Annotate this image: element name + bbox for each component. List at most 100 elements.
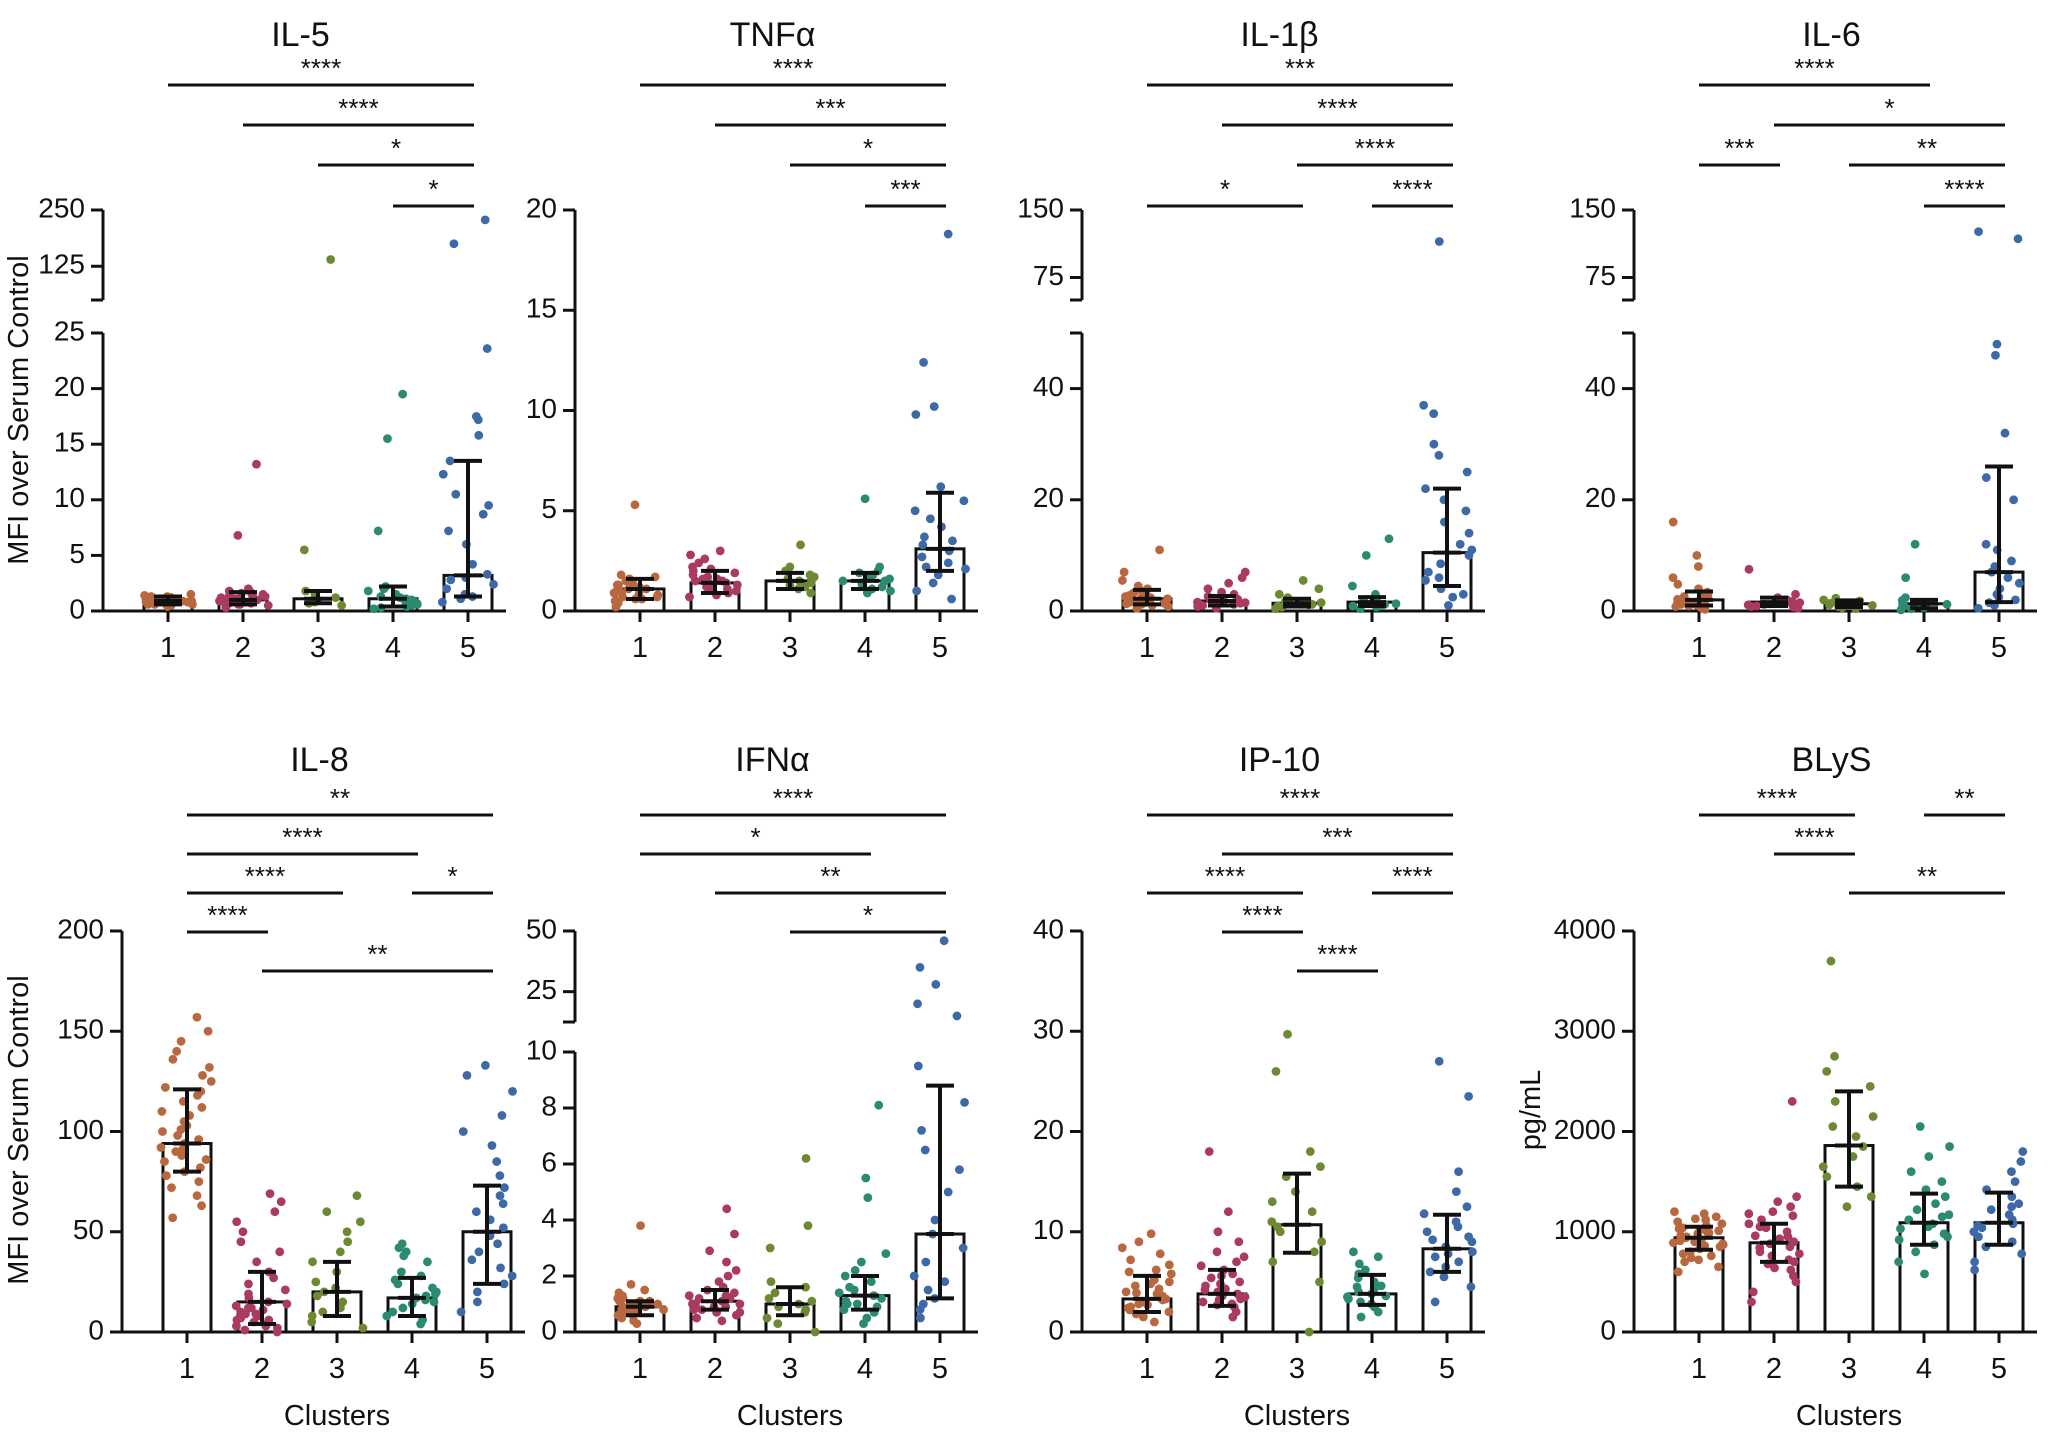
- y-tick-label: 0: [1600, 1314, 1616, 1345]
- data-point: [1786, 1202, 1796, 1212]
- data-point: [352, 1191, 362, 1201]
- significance-label: ***: [1285, 53, 1315, 83]
- panel-title: IL-1β: [1240, 16, 1318, 54]
- data-point: [343, 1237, 353, 1247]
- data-point: [960, 1098, 969, 1107]
- significance-label: *: [391, 133, 401, 163]
- data-point: [1673, 594, 1682, 604]
- data-point: [915, 963, 925, 972]
- data-point: [1466, 1282, 1476, 1292]
- data-point: [723, 1271, 733, 1281]
- data-point: [955, 1165, 964, 1174]
- row2-y-axis-label: MFI over Serum Control: [3, 975, 35, 1284]
- data-point: [1912, 1205, 1922, 1215]
- data-point: [610, 596, 620, 606]
- data-point: [1842, 1202, 1852, 1212]
- data-point: [1906, 1167, 1916, 1176]
- data-point: [684, 1291, 694, 1300]
- data-point: [186, 589, 196, 599]
- y-tick-label: 100: [57, 1114, 104, 1145]
- data-point: [1164, 1277, 1174, 1287]
- data-point: [911, 410, 921, 419]
- data-point: [487, 1141, 497, 1150]
- data-point: [1787, 1097, 1797, 1106]
- data-point: [1232, 1257, 1241, 1267]
- data-point: [276, 1197, 286, 1207]
- data-point: [943, 558, 953, 568]
- data-point: [398, 389, 408, 399]
- x-axis-title: Clusters: [1796, 1400, 1902, 1432]
- data-point: [1747, 1297, 1756, 1307]
- x-axis-title: Clusters: [284, 1400, 390, 1432]
- significance-label: **: [820, 861, 840, 891]
- data-point: [233, 530, 243, 540]
- data-point: [1830, 1097, 1840, 1106]
- data-point: [764, 1294, 774, 1303]
- data-point: [1206, 1273, 1216, 1283]
- data-point: [2013, 234, 2023, 244]
- x-tick-label: 1: [632, 632, 648, 664]
- data-point: [1283, 1029, 1292, 1039]
- data-point: [244, 1279, 253, 1289]
- data-point: [1342, 1292, 1352, 1302]
- data-point: [412, 598, 422, 608]
- data-point: [1455, 539, 1465, 549]
- data-point: [1155, 545, 1164, 555]
- data-point: [801, 1154, 811, 1163]
- data-point: [1894, 1257, 1904, 1267]
- x-tick-label: 5: [460, 632, 476, 664]
- y-tick-label: 10: [54, 482, 85, 513]
- y-tick-label: 0: [541, 593, 557, 624]
- data-point: [796, 540, 805, 550]
- data-point: [1212, 1247, 1222, 1257]
- data-point: [2017, 1249, 2027, 1259]
- data-point: [959, 496, 969, 506]
- data-point: [1868, 1112, 1878, 1121]
- data-point: [1791, 589, 1800, 599]
- data-point: [2000, 428, 2010, 438]
- data-point: [1744, 1219, 1754, 1229]
- data-point: [1711, 1212, 1721, 1222]
- data-point: [1223, 1207, 1233, 1217]
- significance-label: ***: [1322, 822, 1352, 852]
- data-point: [1937, 1212, 1947, 1222]
- data-point: [492, 1157, 502, 1166]
- data-point: [1714, 1262, 1723, 1272]
- data-point: [735, 1308, 745, 1317]
- y-axis-title: pg/mL: [1515, 1070, 1547, 1151]
- data-point: [918, 1299, 928, 1309]
- significance-label: **: [330, 783, 350, 813]
- data-point: [1755, 1243, 1765, 1253]
- data-point: [338, 1297, 348, 1307]
- data-point: [1315, 1277, 1324, 1287]
- y-tick-label: 5: [541, 493, 557, 524]
- data-point: [1233, 1289, 1242, 1299]
- data-point: [861, 1173, 871, 1183]
- data-point: [1768, 1207, 1778, 1217]
- significance-label: ****: [773, 53, 813, 83]
- data-point: [614, 1288, 624, 1298]
- data-point: [1163, 594, 1172, 604]
- x-tick-label: 2: [1766, 632, 1782, 664]
- data-point: [729, 1288, 739, 1298]
- data-point: [236, 1237, 246, 1247]
- data-point: [840, 1271, 850, 1281]
- data-point: [1970, 1257, 1979, 1267]
- data-point: [1348, 581, 1357, 591]
- data-point: [1154, 1284, 1164, 1294]
- data-point: [331, 593, 340, 603]
- data-point: [850, 1266, 860, 1275]
- data-point: [1795, 598, 1805, 608]
- data-point: [613, 1310, 623, 1320]
- data-point: [1164, 1260, 1174, 1270]
- data-point: [1986, 1205, 1996, 1215]
- data-point: [1826, 956, 1836, 966]
- significance-label: ****: [1317, 93, 1357, 123]
- x-tick-label: 3: [782, 1353, 798, 1385]
- data-point: [931, 979, 941, 989]
- data-point: [1361, 551, 1371, 560]
- x-tick-label: 2: [1766, 1353, 1782, 1385]
- y-tick-label: 40: [1033, 913, 1064, 944]
- x-tick-label: 2: [254, 1353, 270, 1385]
